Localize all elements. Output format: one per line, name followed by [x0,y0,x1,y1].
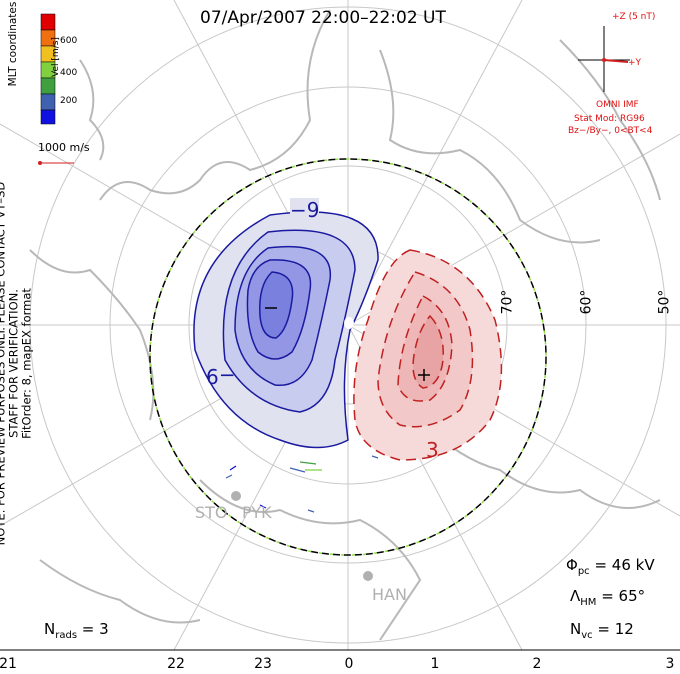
station-marker-sto [231,491,241,501]
reference-vector-label: 1000 m/s [38,141,90,154]
colorbar-label: Vel [m/s] [50,37,61,77]
phi-sub: pc [577,566,590,577]
nvc-symbol: N [570,620,582,638]
stat-n-vc: Nvc = 12 [570,620,634,641]
stat-n-rads: Nrads = 3 [44,620,109,641]
colorbar-tick-600: 600 [60,36,78,46]
station-pyk: PYK [242,503,272,522]
hm-boundary-vectors [149,158,547,556]
imf-clock-dial [578,26,630,92]
coast-siberia [379,49,601,244]
contour-label-neg-top: −9 [290,198,320,222]
colorbar-tick-200: 200 [60,96,78,106]
imf-z-label: +Z (5 nT) [612,12,656,22]
positive-convection-cell [353,249,503,461]
coast-iceland [39,559,201,624]
station-marker-han [363,571,373,581]
mlt-tick-1: 1 [430,656,440,672]
coastlines [29,9,661,641]
imf-y-label: +Y [628,58,642,68]
velocity-vectors [225,455,379,513]
latitude-label-60: 60° [578,289,595,315]
coast-canada [29,249,155,421]
map-title: 07/Apr/2007 22:00–22:02 UT [200,8,446,28]
mlt-tick-22: 22 [167,656,185,672]
imf-model: Stat Mod: RG96 [574,114,645,124]
negative-convection-cell [193,211,379,449]
stat-lambda-hm: ΛHM = 65° [570,587,645,608]
lambda-value: = 65° [596,587,646,605]
coast-alaska [559,39,661,201]
mlt-tick-21: 21 [0,656,17,672]
nvc-value: = 12 [592,620,634,638]
lambda-symbol: Λ [570,587,581,605]
mlt-tick-2: 2 [532,656,542,672]
lambda-sub: HM [580,597,597,608]
nrads-value: = 3 [77,620,109,638]
mlt-tick-0: 0 [344,656,354,672]
contour-label-neg-left: −9 [206,364,236,388]
phi-value: = 46 kV [589,556,655,574]
contour-neg-5 [259,271,294,339]
colorbar-tick-400: 400 [60,68,78,78]
latitude-label-70: 70° [499,289,516,315]
imf-condition: Bz−/By−, 0<BT<4 [568,126,653,136]
station-sto: STO [195,503,228,522]
preview-note-line2: FitOrder: 8, mapEX format [19,288,34,439]
preview-note: NOTE: FOR PREVIEW PURPOSES ONLY. PLEASE … [0,164,34,564]
latitude-label-50: 50° [656,289,673,315]
coast-arctic-islands [79,59,105,161]
contour-label-pos: 3 [426,438,439,462]
pole-marker [344,317,354,329]
station-markers [231,491,373,581]
station-han: HAN [372,585,407,604]
nvc-sub: vc [581,630,593,641]
heppner-maynard-boundary [149,158,547,556]
coast-scandinavia [199,479,422,641]
reference-vector [38,161,74,165]
nrads-sub: rads [55,630,78,641]
phi-symbol: Φ [566,556,578,574]
coast-greenland [99,9,331,201]
mlt-tick-23: 23 [254,656,272,672]
plus-center-mark [418,369,430,381]
imf-source: OMNI IMF [596,100,639,110]
preview-note-line1: NOTE: FOR PREVIEW PURPOSES ONLY. PLEASE … [0,181,21,546]
contour-pos-4 [412,314,444,389]
coordinates-label: MLT coordinates [7,1,19,87]
nrads-symbol: N [44,620,56,638]
velocity-colorbar [40,13,56,125]
coast-russia [419,419,661,509]
mlt-tick-3: 3 [665,656,675,672]
stat-phi-pc: Φpc = 46 kV [566,556,655,577]
